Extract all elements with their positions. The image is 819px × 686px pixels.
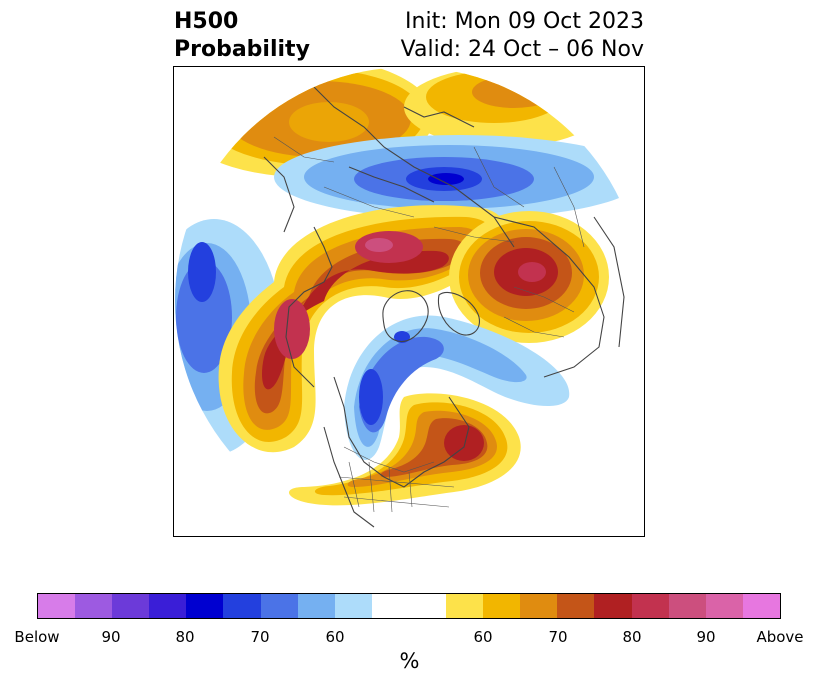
colorbar-segment — [631, 594, 669, 618]
colorbar — [37, 593, 781, 619]
colorbar-segment — [297, 594, 335, 618]
colorbar-segment — [408, 594, 447, 618]
colorbar-segment — [483, 594, 521, 618]
colorbar-tick-label: 70 — [250, 628, 270, 646]
colorbar-segment — [112, 594, 150, 618]
title-line-2: Probability — [174, 37, 310, 62]
colorbar-tick-label: 60 — [473, 628, 493, 646]
colorbar-segment — [260, 594, 298, 618]
colorbar-tick-label: 90 — [101, 628, 121, 646]
borders — [273, 126, 605, 513]
anomaly-western-canada — [218, 205, 505, 453]
title-line-1: H500 — [174, 9, 239, 34]
anomaly-eastern-us — [289, 393, 521, 506]
map-panel — [173, 66, 645, 537]
colorbar-segment — [668, 594, 706, 618]
colorbar-segment — [557, 594, 595, 618]
init-date: Init: Mon 09 Oct 2023 — [405, 9, 644, 34]
colorbar-segment — [334, 594, 372, 618]
anomaly-scandinavia — [449, 211, 609, 343]
colorbar-tick-label: Above — [756, 628, 804, 646]
anomaly-east-asia — [404, 67, 604, 147]
anomaly-siberia — [274, 135, 643, 219]
colorbar-segment — [223, 594, 261, 618]
colorbar-segment — [38, 594, 76, 618]
valid-dates: Valid: 24 Oct – 06 Nov — [400, 37, 644, 62]
colorbar-segment — [186, 594, 224, 618]
colorbar-segment — [705, 594, 743, 618]
chart-title: H500 Probability — [174, 8, 310, 64]
colorbar-tick-label: 90 — [696, 628, 716, 646]
anomaly-hudson-bay — [344, 315, 570, 460]
colorbar-segment — [149, 594, 187, 618]
colorbar-segment — [371, 594, 409, 618]
colorbar-segment — [520, 594, 558, 618]
colorbar-unit: % — [399, 649, 420, 673]
colorbar-segment — [446, 594, 484, 618]
colorbar-tick-label: Below — [14, 628, 60, 646]
colorbar-tick-label: 80 — [622, 628, 642, 646]
colorbar-segment — [75, 594, 113, 618]
colorbar-tick-label: 80 — [175, 628, 195, 646]
colorbar-ticks: Below 90 80 70 60 60 70 80 90 Above — [0, 628, 819, 648]
probability-map — [175, 67, 643, 535]
forecast-dates: Init: Mon 09 Oct 2023 Valid: 24 Oct – 06… — [401, 8, 644, 64]
colorbar-segment — [742, 594, 780, 618]
colorbar-tick-label: 70 — [548, 628, 568, 646]
colorbar-segment — [594, 594, 632, 618]
colorbar-tick-label: 60 — [325, 628, 345, 646]
